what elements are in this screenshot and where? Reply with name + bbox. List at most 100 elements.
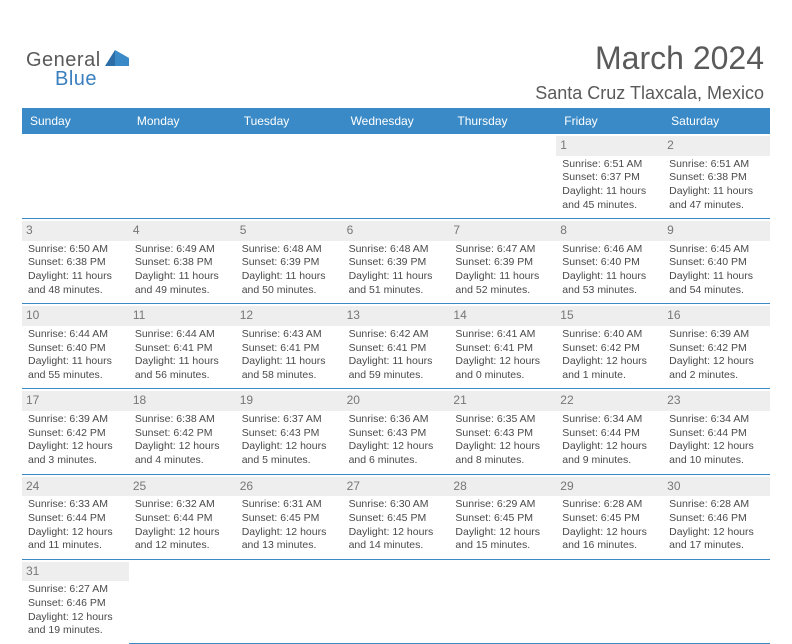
- daylight-line: Daylight: 12 hours and 19 minutes.: [28, 611, 123, 638]
- calendar-cell: 20Sunrise: 6:36 AMSunset: 6:43 PMDayligh…: [343, 389, 450, 474]
- calendar-cell: 15Sunrise: 6:40 AMSunset: 6:42 PMDayligh…: [556, 304, 663, 389]
- sunrise-line: Sunrise: 6:49 AM: [135, 243, 230, 257]
- day-number: 8: [556, 221, 663, 241]
- daylight-line: Daylight: 11 hours and 56 minutes.: [135, 355, 230, 382]
- daylight-line: Daylight: 12 hours and 5 minutes.: [242, 440, 337, 467]
- sunrise-line: Sunrise: 6:43 AM: [242, 328, 337, 342]
- day-number: 15: [556, 306, 663, 326]
- daylight-line: Daylight: 12 hours and 2 minutes.: [669, 355, 764, 382]
- sunset-line: Sunset: 6:44 PM: [669, 427, 764, 441]
- calendar-cell: 22Sunrise: 6:34 AMSunset: 6:44 PMDayligh…: [556, 389, 663, 474]
- sunrise-line: Sunrise: 6:27 AM: [28, 583, 123, 597]
- page-title: March 2024: [535, 40, 764, 77]
- sunrise-line: Sunrise: 6:29 AM: [455, 498, 550, 512]
- calendar-cell: 28Sunrise: 6:29 AMSunset: 6:45 PMDayligh…: [449, 475, 556, 560]
- sunset-line: Sunset: 6:43 PM: [455, 427, 550, 441]
- sunrise-line: Sunrise: 6:30 AM: [349, 498, 444, 512]
- calendar-cell: 14Sunrise: 6:41 AMSunset: 6:41 PMDayligh…: [449, 304, 556, 389]
- daylight-line: Daylight: 11 hours and 51 minutes.: [349, 270, 444, 297]
- day-number: 25: [129, 477, 236, 497]
- calendar-cell: 7Sunrise: 6:47 AMSunset: 6:39 PMDaylight…: [449, 219, 556, 304]
- calendar-cell: 11Sunrise: 6:44 AMSunset: 6:41 PMDayligh…: [129, 304, 236, 389]
- calendar-cell: 29Sunrise: 6:28 AMSunset: 6:45 PMDayligh…: [556, 475, 663, 560]
- logo-text-2: Blue: [55, 68, 97, 90]
- calendar-cell: 4Sunrise: 6:49 AMSunset: 6:38 PMDaylight…: [129, 219, 236, 304]
- daylight-line: Daylight: 12 hours and 14 minutes.: [349, 526, 444, 553]
- location-label: Santa Cruz Tlaxcala, Mexico: [535, 83, 764, 104]
- sunset-line: Sunset: 6:41 PM: [455, 342, 550, 356]
- calendar-cell: [556, 560, 663, 644]
- daylight-line: Daylight: 11 hours and 58 minutes.: [242, 355, 337, 382]
- sunrise-line: Sunrise: 6:39 AM: [669, 328, 764, 342]
- day-number: 7: [449, 221, 556, 241]
- weekday-header: Thursday: [449, 108, 556, 134]
- daylight-line: Daylight: 11 hours and 53 minutes.: [562, 270, 657, 297]
- sunrise-line: Sunrise: 6:39 AM: [28, 413, 123, 427]
- calendar-cell: [663, 560, 770, 644]
- calendar-cell: 30Sunrise: 6:28 AMSunset: 6:46 PMDayligh…: [663, 475, 770, 560]
- calendar-cell: 27Sunrise: 6:30 AMSunset: 6:45 PMDayligh…: [343, 475, 450, 560]
- day-number: 22: [556, 391, 663, 411]
- calendar-cell: [449, 560, 556, 644]
- calendar-cell: 10Sunrise: 6:44 AMSunset: 6:40 PMDayligh…: [22, 304, 129, 389]
- calendar-body: 1Sunrise: 6:51 AMSunset: 6:37 PMDaylight…: [22, 134, 770, 644]
- daylight-line: Daylight: 12 hours and 9 minutes.: [562, 440, 657, 467]
- calendar-cell: 3Sunrise: 6:50 AMSunset: 6:38 PMDaylight…: [22, 219, 129, 304]
- daylight-line: Daylight: 12 hours and 17 minutes.: [669, 526, 764, 553]
- sunrise-line: Sunrise: 6:33 AM: [28, 498, 123, 512]
- calendar-cell: 31Sunrise: 6:27 AMSunset: 6:46 PMDayligh…: [22, 560, 129, 644]
- day-number: 4: [129, 221, 236, 241]
- sunrise-line: Sunrise: 6:37 AM: [242, 413, 337, 427]
- day-number: 17: [22, 391, 129, 411]
- weekday-header: Friday: [556, 108, 663, 134]
- calendar-cell: 17Sunrise: 6:39 AMSunset: 6:42 PMDayligh…: [22, 389, 129, 474]
- sunrise-line: Sunrise: 6:48 AM: [349, 243, 444, 257]
- sunset-line: Sunset: 6:39 PM: [242, 256, 337, 270]
- sunrise-line: Sunrise: 6:50 AM: [28, 243, 123, 257]
- daylight-line: Daylight: 12 hours and 10 minutes.: [669, 440, 764, 467]
- calendar-cell: [343, 134, 450, 219]
- daylight-line: Daylight: 12 hours and 15 minutes.: [455, 526, 550, 553]
- day-number: 21: [449, 391, 556, 411]
- calendar-cell: 8 Sunrise: 6:46 AMSunset: 6:40 PMDaylight…: [556, 219, 663, 304]
- day-number: 18: [129, 391, 236, 411]
- sunset-line: Sunset: 6:42 PM: [669, 342, 764, 356]
- calendar-cell: 21Sunrise: 6:35 AMSunset: 6:43 PMDayligh…: [449, 389, 556, 474]
- sunset-line: Sunset: 6:46 PM: [28, 597, 123, 611]
- day-number: 3: [22, 221, 129, 241]
- sunset-line: Sunset: 6:38 PM: [669, 171, 764, 185]
- weekday-header: Tuesday: [236, 108, 343, 134]
- calendar-cell: [343, 560, 450, 644]
- daylight-line: Daylight: 12 hours and 3 minutes.: [28, 440, 123, 467]
- sunrise-line: Sunrise: 6:34 AM: [669, 413, 764, 427]
- sunrise-line: Sunrise: 6:40 AM: [562, 328, 657, 342]
- day-number: 24: [22, 477, 129, 497]
- sunrise-line: Sunrise: 6:44 AM: [28, 328, 123, 342]
- calendar-cell: 18Sunrise: 6:38 AMSunset: 6:42 PMDayligh…: [129, 389, 236, 474]
- sunset-line: Sunset: 6:45 PM: [349, 512, 444, 526]
- day-number: 1: [556, 136, 663, 156]
- sunrise-line: Sunrise: 6:38 AM: [135, 413, 230, 427]
- calendar-cell: 2Sunrise: 6:51 AMSunset: 6:38 PMDaylight…: [663, 134, 770, 219]
- calendar: SundayMondayTuesdayWednesdayThursdayFrid…: [22, 108, 770, 644]
- sunrise-line: Sunrise: 6:28 AM: [669, 498, 764, 512]
- daylight-line: Daylight: 11 hours and 55 minutes.: [28, 355, 123, 382]
- sunset-line: Sunset: 6:42 PM: [135, 427, 230, 441]
- daylight-line: Daylight: 11 hours and 50 minutes.: [242, 270, 337, 297]
- weekday-header: Monday: [129, 108, 236, 134]
- calendar-cell: 16Sunrise: 6:39 AMSunset: 6:42 PMDayligh…: [663, 304, 770, 389]
- daylight-line: Daylight: 12 hours and 11 minutes.: [28, 526, 123, 553]
- calendar-cell: 26Sunrise: 6:31 AMSunset: 6:45 PMDayligh…: [236, 475, 343, 560]
- sunrise-line: Sunrise: 6:35 AM: [455, 413, 550, 427]
- sunrise-line: Sunrise: 6:46 AM: [562, 243, 657, 257]
- daylight-line: Daylight: 12 hours and 6 minutes.: [349, 440, 444, 467]
- sunset-line: Sunset: 6:39 PM: [455, 256, 550, 270]
- daylight-line: Daylight: 12 hours and 12 minutes.: [135, 526, 230, 553]
- calendar-cell: 24Sunrise: 6:33 AMSunset: 6:44 PMDayligh…: [22, 475, 129, 560]
- day-number: 19: [236, 391, 343, 411]
- weekday-header: Wednesday: [343, 108, 450, 134]
- sunrise-line: Sunrise: 6:41 AM: [455, 328, 550, 342]
- weekday-header: Saturday: [663, 108, 770, 134]
- day-number: 29: [556, 477, 663, 497]
- sunset-line: Sunset: 6:40 PM: [562, 256, 657, 270]
